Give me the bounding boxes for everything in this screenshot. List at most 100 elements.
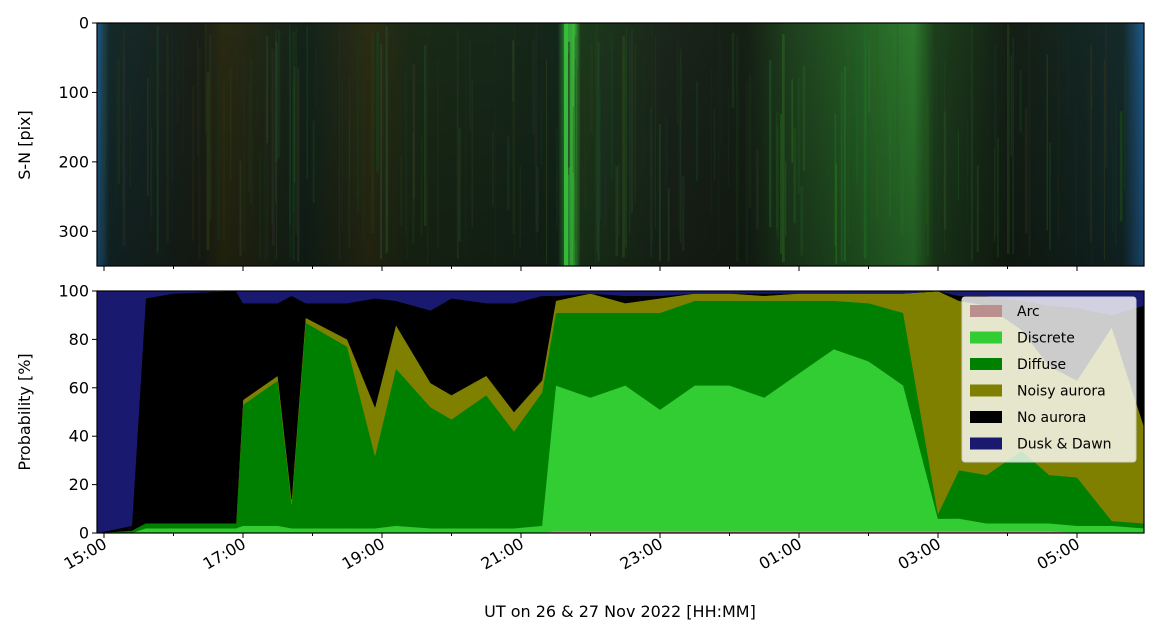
keogram-streak: [769, 60, 772, 228]
keogram-streak: [386, 47, 388, 218]
keogram-streak: [513, 27, 516, 258]
keogram-streak: [574, 59, 576, 262]
keogram-streak: [868, 40, 871, 113]
keogram-streak: [339, 33, 340, 261]
keogram-streak: [711, 66, 712, 215]
keogram-streak: [696, 81, 698, 181]
keogram-streak: [756, 149, 759, 229]
probability-x-tick-label: 17:00: [200, 534, 249, 574]
keogram-streak: [610, 41, 613, 164]
keogram-streak: [900, 141, 904, 235]
keogram-streak: [292, 85, 295, 213]
keogram-streak: [239, 160, 242, 257]
keogram-streak: [791, 78, 793, 163]
probability-y-tick-label: 0: [79, 524, 89, 543]
keogram-streak: [289, 24, 291, 225]
keogram-streak: [971, 63, 973, 266]
keogram-streak: [935, 50, 937, 202]
probability-x-tick-label: 19:00: [339, 534, 388, 574]
keogram-streak: [1046, 54, 1048, 231]
keogram-streak: [492, 130, 494, 207]
keogram-y-ticks: 0 100 200 300: [58, 14, 97, 241]
keogram-streak: [1123, 55, 1126, 191]
keogram-streak: [506, 136, 510, 211]
keogram-streak: [966, 117, 968, 224]
keogram-streak: [802, 66, 806, 171]
keogram-streak: [574, 78, 576, 179]
keogram-streak: [1024, 107, 1028, 234]
keogram-streak: [512, 70, 515, 235]
keogram-shade: [97, 23, 1144, 266]
keogram-streak: [855, 24, 859, 184]
legend-label: Discrete: [1017, 331, 1075, 347]
legend-swatch: [970, 331, 1002, 344]
legend-swatch: [970, 384, 1002, 397]
keogram-streak: [217, 63, 220, 241]
keogram-streak: [884, 82, 886, 266]
keogram-streak: [1057, 37, 1060, 239]
keogram-streak: [312, 120, 315, 204]
probability-x-ticks: 15:00 17:00 19:00 21:00 23:00 01:00 03:00 05:00: [61, 533, 1083, 574]
keogram-streak: [259, 154, 261, 258]
keogram-streak: [597, 41, 600, 262]
keogram-streak: [625, 28, 627, 249]
keogram-streak: [665, 115, 668, 183]
keogram-streak: [437, 59, 439, 248]
keogram-streak: [596, 24, 599, 254]
probability-x-tick-label: 03:00: [895, 534, 944, 574]
keogram-streak: [267, 54, 269, 257]
legend-swatch: [970, 358, 1002, 370]
keogram-streak: [125, 52, 126, 251]
keogram-streak: [617, 163, 620, 237]
keogram-streak: [243, 57, 245, 251]
legend-label: Dusk & Dawn: [1017, 437, 1112, 453]
probability-x-tick-label: 21:00: [478, 534, 527, 574]
keogram-streak: [426, 26, 429, 266]
keogram-streak: [535, 25, 537, 230]
keogram-streak: [151, 128, 153, 216]
keogram-streak: [588, 56, 590, 162]
keogram-streak: [1010, 55, 1012, 157]
keogram-streak: [888, 39, 891, 146]
keogram-streak: [1104, 25, 1108, 169]
keogram-streak: [115, 26, 117, 215]
keogram-panel: 0 100 200 300 S-N [pix]: [15, 14, 1145, 271]
keogram-streak: [385, 25, 388, 254]
keogram-streak: [252, 135, 254, 215]
keogram-streak: [534, 82, 536, 167]
keogram-streak: [847, 25, 849, 244]
keogram-streak: [117, 57, 120, 185]
keogram-y-tick-label: 0: [79, 14, 89, 33]
keogram-streaks: [102, 23, 1126, 266]
keogram-streak: [275, 41, 278, 260]
keogram-streak: [122, 46, 124, 209]
keogram-streak: [634, 44, 636, 202]
probability-areas: [96, 290, 1145, 534]
keogram-streak: [292, 31, 295, 261]
keogram-streak: [677, 41, 679, 125]
probability-y-tick-label: 60: [69, 378, 89, 397]
keogram-streak: [785, 161, 787, 237]
keogram-streak: [797, 77, 801, 194]
keogram-streak: [230, 68, 232, 179]
keogram-streak: [191, 86, 195, 241]
keogram-streak: [924, 90, 926, 166]
probability-y-tick-label: 20: [69, 475, 89, 494]
legend-label: No aurora: [1017, 410, 1086, 426]
keogram-streak: [237, 26, 238, 88]
keogram-streak: [275, 29, 277, 203]
keogram-streak: [1075, 103, 1077, 255]
keogram-streak: [993, 149, 995, 242]
keogram-streak: [266, 36, 268, 144]
keogram-streak: [863, 27, 867, 259]
keogram-streak: [465, 34, 467, 254]
keogram-streak: [556, 127, 558, 230]
keogram-streak: [306, 26, 308, 179]
keogram-streak: [293, 67, 296, 183]
keogram-streak: [270, 48, 274, 226]
keogram-streak: [976, 165, 979, 252]
keogram-streak: [532, 40, 535, 135]
keogram-y-tick-label: 300: [58, 222, 89, 241]
keogram-streak: [469, 40, 471, 131]
